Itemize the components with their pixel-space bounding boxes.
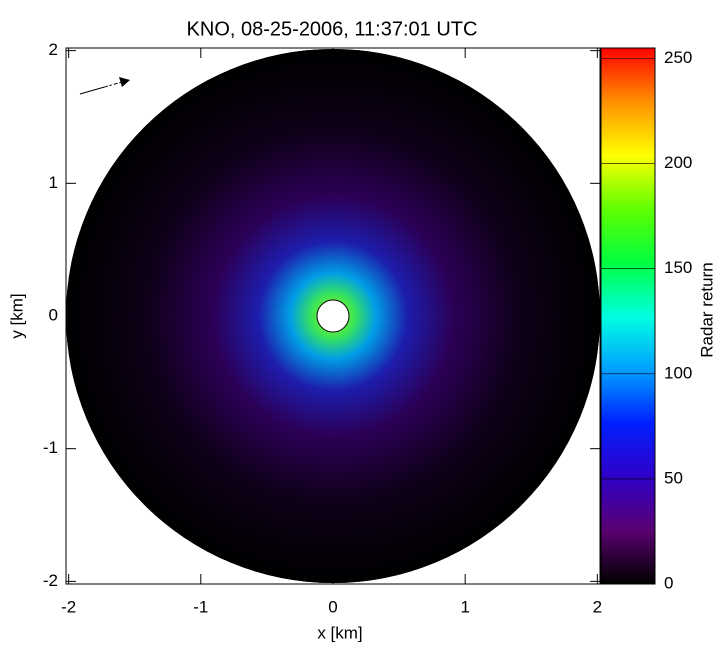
ship-hole	[316, 299, 350, 333]
y-tick-label: 1	[49, 173, 58, 192]
colorbar-tick-label: 100	[664, 363, 692, 382]
annotation: bow	[87, 90, 119, 109]
x-tick-label: -1	[193, 597, 208, 616]
x-tick-label: -2	[61, 597, 76, 616]
x-tick-label: 1	[460, 597, 469, 616]
colorbar-tick-label: 250	[664, 48, 692, 67]
arrow	[107, 519, 111, 563]
colorbar-tick-label: 150	[664, 258, 692, 277]
annotation: North	[545, 82, 579, 98]
north-annotation: North	[545, 61, 579, 112]
arrow-head	[119, 77, 130, 87]
arrow-head	[103, 562, 113, 572]
colorbar	[600, 47, 656, 585]
ship-bow-annotation: Ship bow	[79, 71, 130, 109]
y-tick-label: 0	[49, 305, 58, 324]
colorbar-label: Radar return	[697, 262, 716, 357]
y-tick-label: -2	[43, 571, 58, 590]
colorbar-tick-label: 0	[664, 573, 673, 592]
x-tick-label: 0	[328, 597, 337, 616]
colorbar-tick-label: 200	[664, 153, 692, 172]
x-axis-label: x [km]	[317, 623, 362, 642]
colorbar-tick-label: 50	[664, 468, 683, 487]
wind-annotation: Wind	[89, 519, 128, 572]
arrow	[79, 81, 123, 95]
y-tick-label: -1	[43, 438, 58, 457]
y-axis-label: y [km]	[7, 293, 26, 338]
x-tick-label: 2	[593, 597, 602, 616]
y-tick-label: 2	[49, 40, 58, 59]
chart-title: KNO, 08-25-2006, 11:37:01 UTC	[187, 18, 478, 40]
annotation: Ship	[86, 71, 120, 90]
arrow-head	[557, 61, 567, 71]
annotation: Wind	[89, 539, 128, 558]
plot-area	[65, 47, 601, 585]
